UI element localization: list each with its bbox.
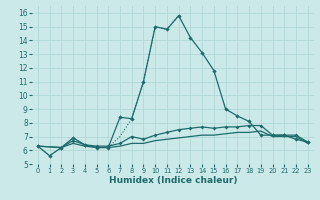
- X-axis label: Humidex (Indice chaleur): Humidex (Indice chaleur): [108, 176, 237, 185]
